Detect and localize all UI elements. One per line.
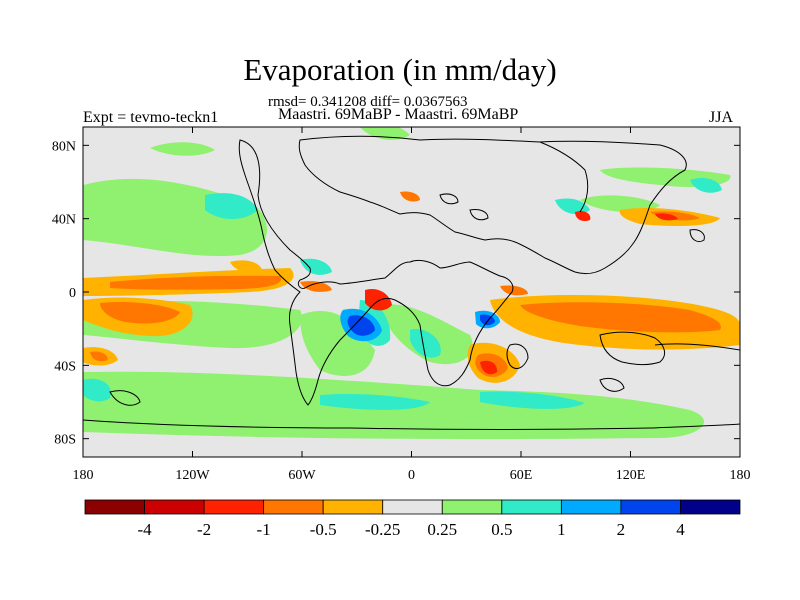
colorbar-swatch (382, 499, 443, 515)
colorbar-label: -0.25 (365, 520, 400, 539)
lat-tick-label: 80S (54, 433, 76, 448)
rmsd-stats: rmsd= 0.341208 diff= 0.0367563 (268, 94, 468, 110)
colorbar-label: 4 (676, 520, 685, 539)
latitude-ticks: 80N 40N 0 40S 80S (52, 139, 740, 448)
lon-tick-label: 180 (730, 468, 751, 483)
colorbar-label: 1 (557, 520, 566, 539)
colorbar-swatch (322, 499, 384, 515)
lat-tick-label: 40S (54, 359, 76, 374)
coastlines (83, 135, 740, 430)
season-label: JJA (709, 109, 734, 126)
colorbar-label: -1 (257, 520, 271, 539)
colorbar-label: -0.5 (310, 520, 337, 539)
colorbar-swatch (441, 499, 503, 515)
lon-tick-label: 60W (288, 468, 316, 483)
colorbar-swatch (203, 499, 265, 515)
colorbar: -4 -2 -1 -0.5 -0.25 0.25 0.5 1 2 4 (84, 499, 741, 539)
difference-label: Maastri. 69MaBP - Maastri. 69MaBP (278, 106, 519, 123)
negative-anomaly-red (365, 211, 678, 375)
experiment-label: Expt = tevmo-teckn1 (83, 109, 219, 126)
anomaly-field (83, 127, 740, 457)
colorbar-label: 0.25 (427, 520, 457, 539)
negative-anomaly-orange (90, 191, 721, 377)
colorbar-label: -2 (197, 520, 211, 539)
lat-tick-label: 40N (52, 213, 76, 228)
lat-tick-label: 80N (52, 139, 76, 154)
colorbar-swatch (144, 499, 205, 515)
lat-tick-label: 0 (69, 286, 76, 301)
map-title: Evaporation (in mm/day) (243, 52, 557, 87)
colorbar-swatch (84, 499, 145, 515)
colorbar-swatch (501, 499, 562, 515)
lon-tick-label: 60E (510, 468, 533, 483)
colorbar-swatch (620, 499, 681, 515)
longitude-ticks: 180 120W 60W 0 60E 120E 180 (73, 127, 751, 483)
lon-tick-label: 0 (408, 468, 415, 483)
colorbar-label: -4 (137, 520, 152, 539)
lon-tick-label: 180 (73, 468, 94, 483)
colorbar-swatch (263, 499, 324, 515)
colorbar-swatch (560, 499, 622, 515)
colorbar-label: 2 (617, 520, 626, 539)
positive-anomaly-blue (340, 308, 500, 342)
colorbar-label: 0.5 (491, 520, 512, 539)
lon-tick-label: 120W (175, 468, 210, 483)
lon-tick-label: 120E (616, 468, 646, 483)
colorbar-swatch (680, 499, 741, 515)
